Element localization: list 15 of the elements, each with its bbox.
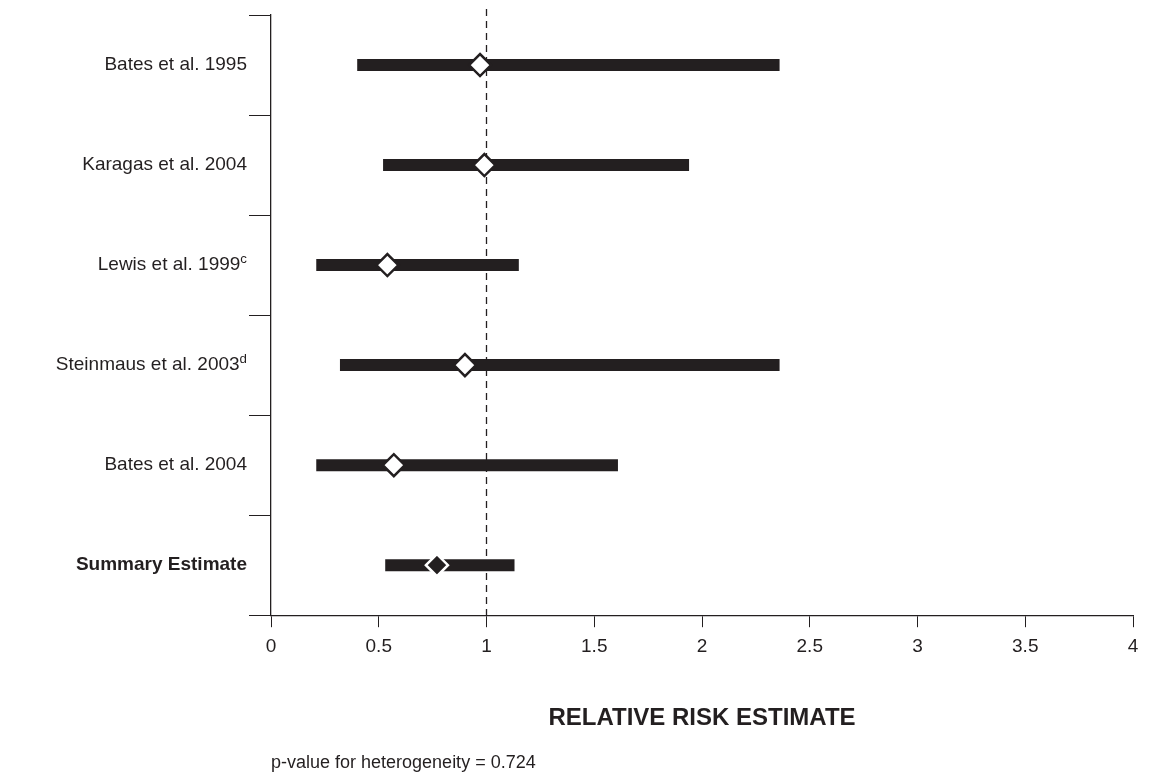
x-tick-label: 1 [481, 634, 492, 656]
y-tick-label: Karagas et al. 2004 [82, 153, 248, 175]
x-tick-label: 4 [1127, 634, 1139, 656]
text: p-value for heterogeneity = 0.724 [271, 751, 536, 772]
x-tick-label: 0 [265, 634, 277, 656]
x-tick-label: 3 [912, 634, 923, 656]
y-tick-label: Summary Estimate [75, 553, 247, 575]
y-tick-label: Bates et al. 2004 [104, 453, 248, 475]
x-tick-label: 0.5 [365, 634, 392, 656]
y-tick-label: Bates et al. 1995 [104, 53, 248, 75]
x-tick-label: 3.5 [1012, 634, 1039, 656]
x-tick-label: 1.5 [581, 634, 608, 656]
x-tick-label: 2 [696, 634, 708, 656]
x-tick-label: 2.5 [796, 634, 823, 656]
x-axis-title: RELATIVE RISK ESTIMATE [548, 702, 856, 730]
